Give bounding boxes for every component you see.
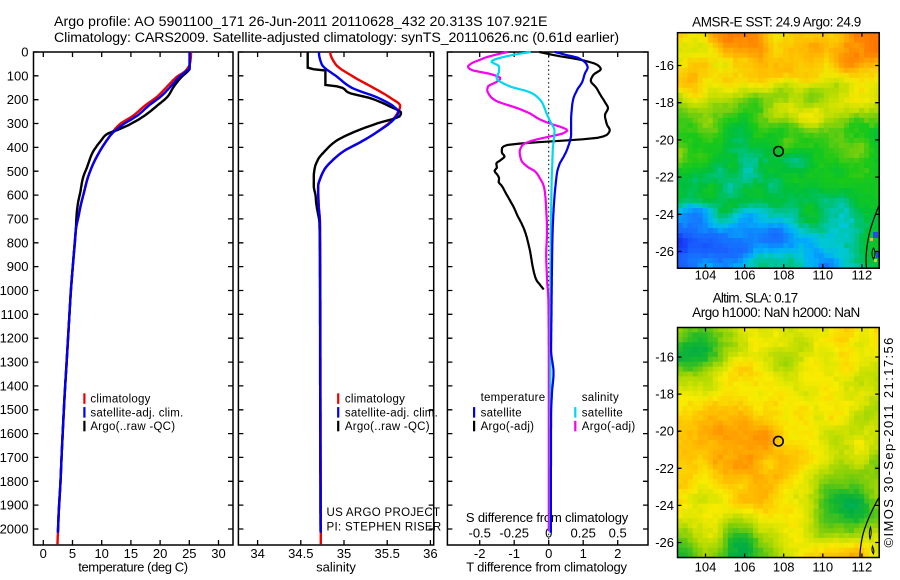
svg-text:-26: -26 <box>655 244 674 259</box>
svg-text:1600: 1600 <box>0 426 29 441</box>
svg-text:0.25: 0.25 <box>571 526 596 541</box>
svg-text:Argo profile: AO 5901100_171 2: Argo profile: AO 5901100_171 26-Jun-2011… <box>54 14 548 30</box>
svg-text:112: 112 <box>852 560 873 575</box>
svg-text:-20: -20 <box>655 132 674 147</box>
svg-text:200: 200 <box>7 92 29 107</box>
svg-text:1000: 1000 <box>0 283 29 298</box>
svg-text:400: 400 <box>7 140 29 155</box>
svg-text:Climatology: CARS2009. Satelli: Climatology: CARS2009. Satellite-adjuste… <box>54 30 619 46</box>
svg-text:1500: 1500 <box>0 402 29 417</box>
svg-text:500: 500 <box>7 164 29 179</box>
svg-text:1800: 1800 <box>0 474 29 489</box>
svg-text:100: 100 <box>7 68 29 83</box>
svg-text:-18: -18 <box>655 95 674 110</box>
svg-text:-26: -26 <box>655 535 674 550</box>
svg-text:108: 108 <box>773 560 795 575</box>
svg-text:2000: 2000 <box>0 522 29 537</box>
svg-text:-24: -24 <box>655 207 674 222</box>
svg-text:S difference from climatology: S difference from climatology <box>466 510 629 525</box>
svg-text:Argo(-adj): Argo(-adj) <box>582 421 636 433</box>
svg-text:T difference from climatology: T difference from climatology <box>466 560 627 575</box>
svg-text:300: 300 <box>7 116 29 131</box>
svg-text:30: 30 <box>211 546 225 561</box>
svg-text:Altim. SLA: 0.17: Altim. SLA: 0.17 <box>713 291 798 306</box>
svg-text:PI: STEPHEN RISER: PI: STEPHEN RISER <box>327 522 442 534</box>
svg-text:climatology: climatology <box>345 394 405 406</box>
svg-text:20: 20 <box>153 546 167 561</box>
svg-text:1100: 1100 <box>1 307 29 322</box>
svg-text:Argo(..raw -QC): Argo(..raw -QC) <box>345 421 430 433</box>
svg-text:0: 0 <box>21 45 28 60</box>
svg-text:Argo(..raw -QC): Argo(..raw -QC) <box>90 421 175 433</box>
svg-text:AMSR-E SST: 24.9 Argo: 24.9: AMSR-E SST: 24.9 Argo: 24.9 <box>692 15 861 30</box>
svg-text:satellite-adj. clim.: satellite-adj. clim. <box>90 407 183 419</box>
svg-text:1300: 1300 <box>0 355 29 370</box>
svg-text:0: 0 <box>545 546 552 561</box>
svg-text:110: 110 <box>812 560 833 575</box>
svg-text:36: 36 <box>423 546 437 561</box>
svg-text:5: 5 <box>69 546 76 561</box>
svg-text:©IMOS 30-Sep-2011 21:17:56: ©IMOS 30-Sep-2011 21:17:56 <box>881 336 896 547</box>
svg-text:104: 104 <box>695 268 717 283</box>
svg-text:temperature (deg C): temperature (deg C) <box>78 560 188 575</box>
svg-text:climatology: climatology <box>90 394 150 406</box>
svg-text:1700: 1700 <box>0 450 29 465</box>
svg-text:-16: -16 <box>655 350 674 365</box>
svg-text:salinity: salinity <box>316 560 356 575</box>
svg-text:1900: 1900 <box>0 498 29 513</box>
svg-text:700: 700 <box>7 211 29 226</box>
svg-text:800: 800 <box>7 235 29 250</box>
svg-text:0.5: 0.5 <box>609 526 627 541</box>
svg-text:110: 110 <box>812 268 833 283</box>
svg-text:900: 900 <box>7 259 29 274</box>
svg-text:112: 112 <box>852 268 873 283</box>
svg-text:Argo(-adj): Argo(-adj) <box>481 421 535 433</box>
svg-text:-1: -1 <box>508 546 520 561</box>
svg-text:106: 106 <box>734 268 756 283</box>
svg-text:temperature: temperature <box>481 392 546 404</box>
svg-text:35.5: 35.5 <box>375 546 400 561</box>
svg-text:-16: -16 <box>655 58 674 73</box>
svg-text:15: 15 <box>124 546 138 561</box>
svg-text:satellite-adj. clim.: satellite-adj. clim. <box>345 407 438 419</box>
svg-text:104: 104 <box>695 560 717 575</box>
svg-text:-0.5: -0.5 <box>468 526 490 541</box>
svg-text:-20: -20 <box>655 424 674 439</box>
svg-text:25: 25 <box>182 546 196 561</box>
svg-text:-22: -22 <box>655 461 674 476</box>
svg-text:1400: 1400 <box>0 378 29 393</box>
svg-text:-22: -22 <box>655 170 674 185</box>
svg-text:106: 106 <box>734 560 756 575</box>
svg-text:Argo h1000: NaN h2000: NaN: Argo h1000: NaN h2000: NaN <box>692 305 860 320</box>
svg-text:-2: -2 <box>474 546 486 561</box>
svg-text:0: 0 <box>40 546 47 561</box>
svg-text:salinity: salinity <box>582 392 619 404</box>
svg-text:1200: 1200 <box>0 331 29 346</box>
svg-text:600: 600 <box>7 188 29 203</box>
svg-text:satellite: satellite <box>481 407 522 419</box>
svg-text:satellite: satellite <box>582 407 623 419</box>
svg-text:34.5: 34.5 <box>288 546 313 561</box>
svg-text:-0.25: -0.25 <box>499 526 529 541</box>
svg-text:-18: -18 <box>655 387 674 402</box>
svg-text:0: 0 <box>545 526 552 541</box>
svg-text:34: 34 <box>250 546 264 561</box>
svg-text:US ARGO PROJECT: US ARGO PROJECT <box>327 507 441 519</box>
svg-text:-24: -24 <box>655 498 674 513</box>
svg-text:108: 108 <box>773 268 795 283</box>
svg-text:1: 1 <box>580 546 587 561</box>
svg-text:35: 35 <box>337 546 351 561</box>
svg-text:2: 2 <box>614 546 621 561</box>
svg-text:10: 10 <box>94 546 108 561</box>
